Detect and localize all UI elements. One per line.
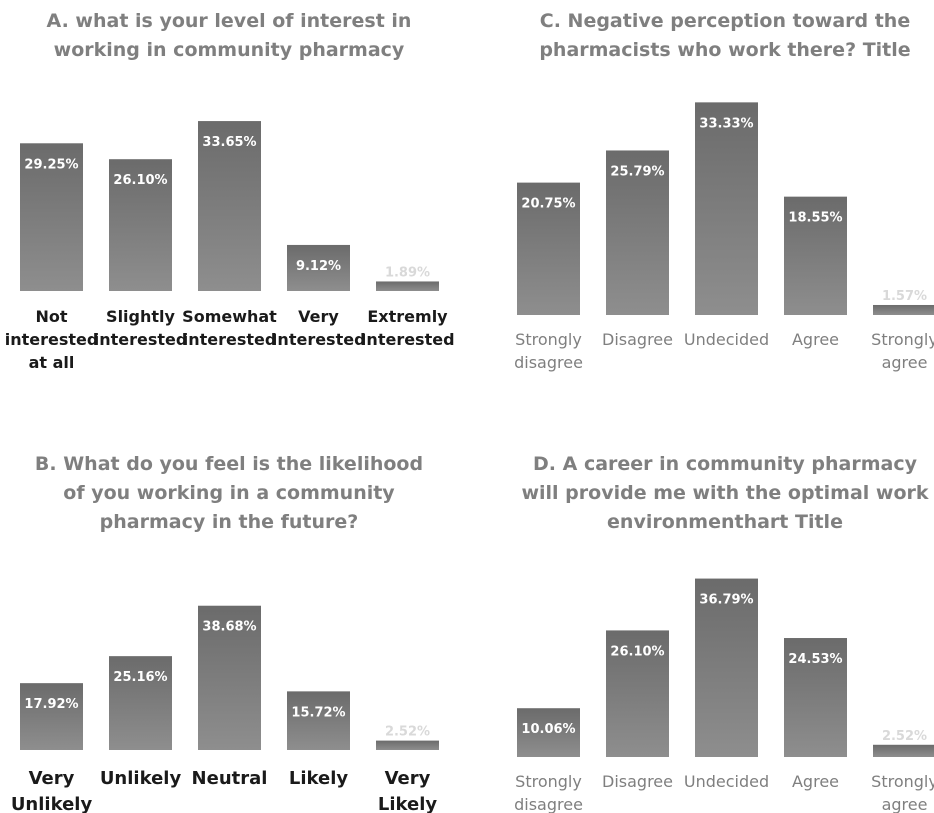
category-label: interested bbox=[183, 330, 277, 349]
category-label: Strongly bbox=[515, 772, 582, 791]
category-label: Strongly bbox=[871, 772, 934, 791]
bar bbox=[695, 102, 758, 315]
data-label: 33.33% bbox=[699, 116, 753, 131]
bar bbox=[873, 744, 934, 757]
data-label: 25.79% bbox=[610, 164, 664, 179]
category-label: interested bbox=[5, 330, 99, 349]
data-label: 1.57% bbox=[882, 289, 927, 304]
data-label: 1.89% bbox=[385, 265, 430, 280]
data-label: 25.16% bbox=[113, 670, 167, 685]
data-label: 15.72% bbox=[291, 705, 345, 720]
data-label: 2.52% bbox=[882, 729, 927, 744]
category-label: Disagree bbox=[602, 330, 673, 349]
category-label: Somewhat bbox=[182, 307, 277, 326]
data-label: 33.65% bbox=[202, 135, 256, 150]
category-label: Likely bbox=[289, 768, 349, 789]
data-label: 17.92% bbox=[24, 697, 78, 712]
category-label: at all bbox=[29, 353, 75, 372]
category-label: Interested bbox=[360, 330, 454, 349]
category-label: Likely bbox=[378, 794, 438, 813]
bar bbox=[20, 143, 83, 291]
bar bbox=[606, 630, 669, 757]
chart-title-line: pharmacy in the future? bbox=[100, 511, 359, 533]
chart-title-line: C. Negative perception toward the bbox=[540, 10, 910, 32]
category-label: Strongly bbox=[515, 330, 582, 349]
category-label: Very bbox=[298, 307, 339, 326]
category-label: Neutral bbox=[192, 768, 268, 789]
bar bbox=[109, 159, 172, 291]
bar bbox=[287, 244, 350, 291]
data-label: 26.10% bbox=[113, 173, 167, 188]
bar bbox=[517, 708, 580, 757]
bar bbox=[198, 121, 261, 291]
category-label: Agree bbox=[792, 772, 839, 791]
category-label: Unlikely bbox=[100, 768, 182, 789]
chart-title-line: A. what is your level of interest in bbox=[47, 10, 412, 32]
category-label: Strongly bbox=[871, 330, 934, 349]
category-label: Not bbox=[35, 307, 67, 326]
bar bbox=[784, 196, 847, 315]
category-label: Extremly bbox=[367, 307, 448, 326]
bar bbox=[784, 638, 847, 757]
category-label: Unlikely bbox=[11, 794, 93, 813]
category-label: agree bbox=[882, 795, 928, 813]
bar bbox=[695, 578, 758, 757]
chart-title-line: of you working in a community bbox=[63, 482, 395, 504]
category-label: disagree bbox=[514, 795, 583, 813]
data-label: 29.25% bbox=[24, 157, 78, 172]
chart-title-line: will provide me with the optimal work bbox=[521, 482, 928, 504]
bar bbox=[20, 683, 83, 750]
data-label: 2.52% bbox=[385, 725, 430, 740]
category-label: Agree bbox=[792, 330, 839, 349]
bar bbox=[287, 691, 350, 750]
bar bbox=[109, 656, 172, 750]
chart-title-line: B. What do you feel is the likelihood bbox=[35, 453, 423, 475]
bar bbox=[606, 150, 669, 315]
category-label: Disagree bbox=[602, 772, 673, 791]
bar bbox=[376, 740, 439, 750]
chart-title-line: D. A career in community pharmacy bbox=[533, 453, 918, 475]
bar bbox=[517, 182, 580, 315]
chart-title-line: environmenthart Title bbox=[607, 511, 843, 533]
category-label: Very bbox=[29, 768, 75, 789]
bar bbox=[376, 281, 439, 291]
data-label: 38.68% bbox=[202, 620, 256, 635]
chart-panel-1: C. Negative perception toward the pharmac… bbox=[514, 10, 934, 372]
category-label: Interested bbox=[271, 330, 365, 349]
category-label: interested bbox=[94, 330, 188, 349]
data-label: 24.53% bbox=[788, 652, 842, 667]
data-label: 9.12% bbox=[296, 259, 341, 274]
category-label: agree bbox=[882, 353, 928, 372]
category-label: Undecided bbox=[684, 330, 769, 349]
bar bbox=[198, 605, 261, 750]
chart-panel-2: B. What do you feel is the likelihood of … bbox=[11, 453, 439, 813]
data-label: 36.79% bbox=[699, 593, 753, 608]
chart-panel-0: A. what is your level of interest in work… bbox=[5, 10, 455, 372]
data-label: 10.06% bbox=[521, 722, 575, 737]
chart-title-line: working in community pharmacy bbox=[54, 39, 405, 61]
data-label: 18.55% bbox=[788, 211, 842, 226]
chart-title-line: pharmacists who work there? Title bbox=[539, 39, 910, 61]
chart-panel-3: D. A career in community pharmacy will pr… bbox=[514, 453, 934, 813]
category-label: Undecided bbox=[684, 772, 769, 791]
data-label: 20.75% bbox=[521, 197, 575, 212]
data-label: 26.10% bbox=[610, 644, 664, 659]
bar bbox=[873, 304, 934, 315]
category-label: Slightly bbox=[106, 307, 175, 326]
category-label: disagree bbox=[514, 353, 583, 372]
category-label: Very bbox=[385, 768, 431, 789]
